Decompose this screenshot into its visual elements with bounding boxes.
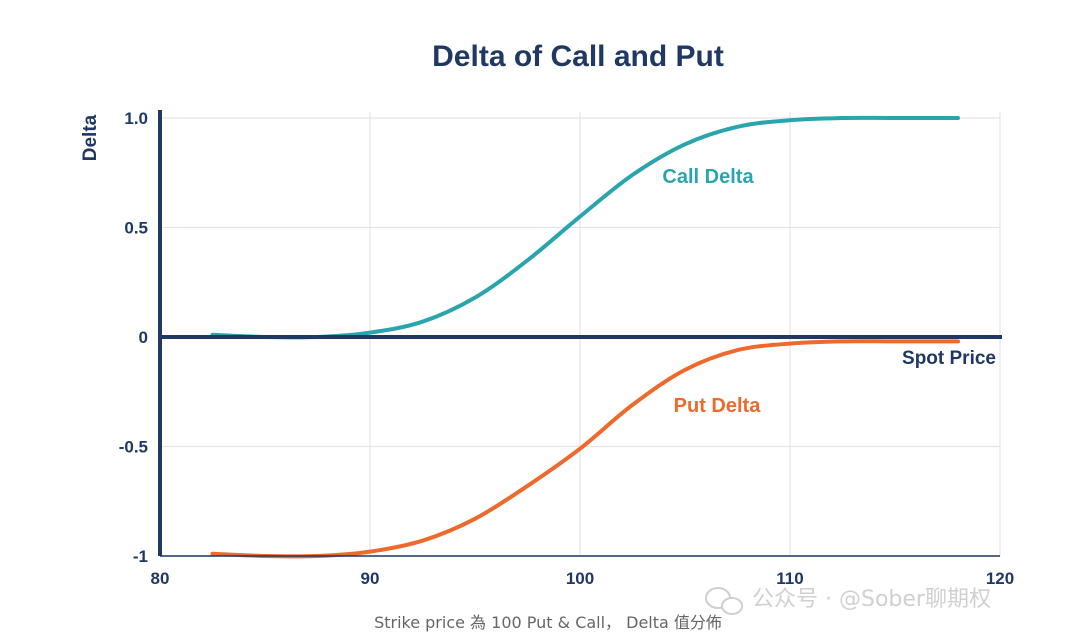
x-tick-label: 120 [986, 569, 1014, 588]
put-delta-label: Put Delta [674, 395, 762, 417]
grid [160, 112, 1001, 557]
figure-caption: Strike price 為 100 Put & Call， Delta 值分佈 [374, 613, 722, 632]
wechat-icon [705, 587, 743, 615]
y-tick-label: -0.5 [119, 438, 148, 457]
y-tick-label: 1.0 [124, 109, 148, 128]
call-delta-label: Call Delta [662, 166, 754, 188]
y-axis-label: Delta [80, 114, 101, 161]
x-tick-label: 80 [151, 569, 170, 588]
put-delta-line [210, 339, 960, 559]
x-tick-label: 90 [361, 569, 380, 588]
watermark: 公众号 · @Sober聊期权 [705, 587, 991, 615]
x-tick-label: 110 [776, 569, 803, 588]
axes [158, 110, 1002, 557]
x-tick-label: 100 [566, 569, 594, 588]
x-axis-label: Spot Price [902, 348, 996, 369]
tick-labels: 1.0 0.5 0 -0.5 -180 90 100 110 120 [119, 109, 1014, 588]
y-tick-label: 0.5 [124, 219, 148, 238]
y-tick-label: -1 [133, 547, 148, 566]
y-tick-label: 0 [139, 328, 148, 347]
watermark-text: 公众号 · @Sober聊期权 [752, 587, 991, 612]
chart-title: Delta of Call and Put [432, 40, 724, 73]
